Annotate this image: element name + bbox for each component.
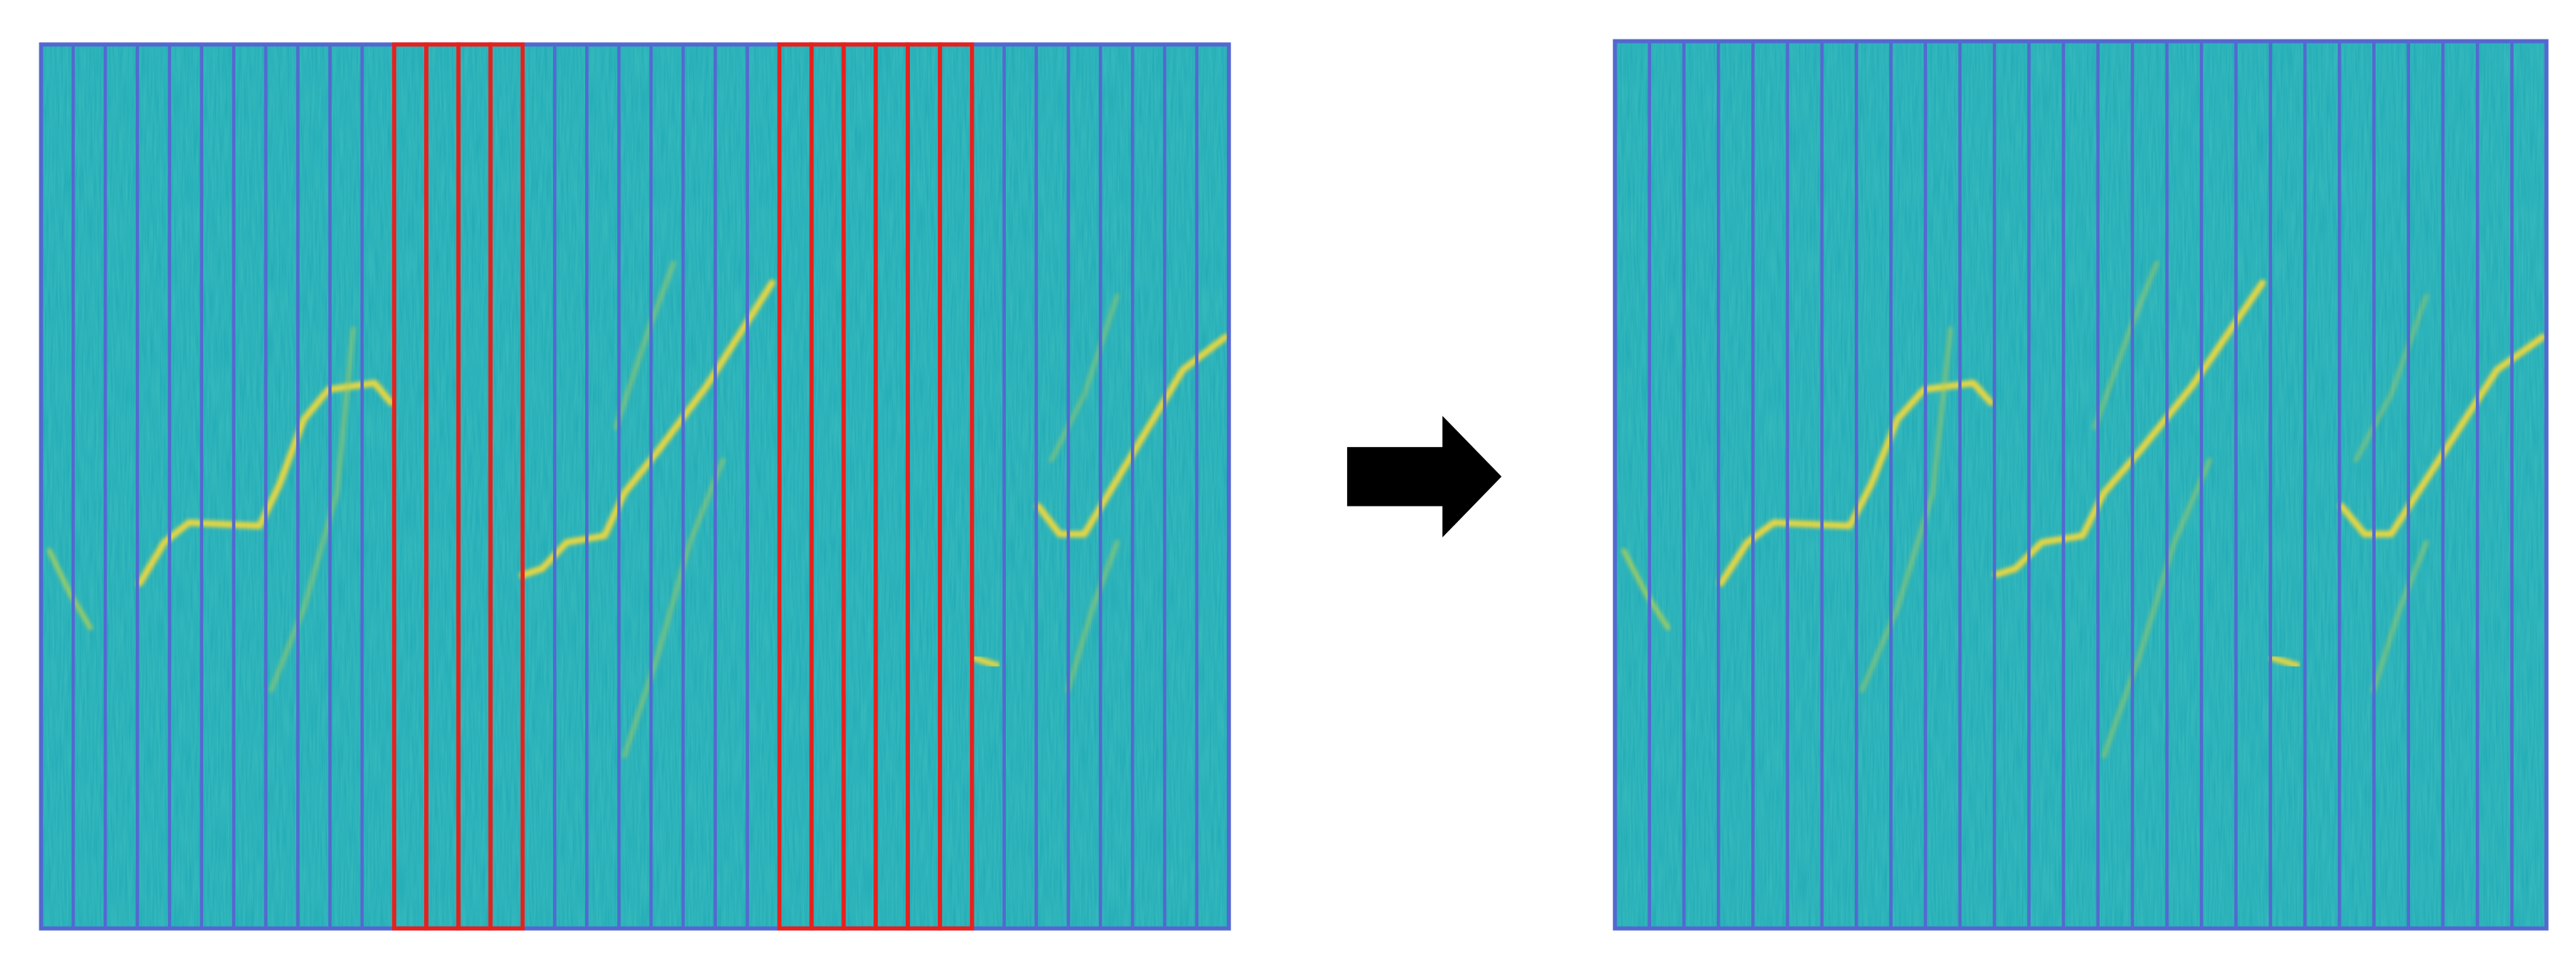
signal-trace: [2101, 457, 2213, 759]
signal-trace: [2092, 260, 2160, 430]
spectrogram-noise: [1615, 41, 2547, 929]
signal-trace: [46, 548, 93, 630]
original-spectrogram: [41, 44, 1229, 929]
signal-trace: [1049, 293, 1120, 463]
panel-border: [39, 42, 1231, 931]
signal-trace: [2371, 539, 2429, 693]
spectrogram-noise: [41, 44, 1229, 929]
panel-border: [1612, 39, 2549, 931]
signal-trace: [622, 457, 725, 759]
signal-trace: [1993, 279, 2266, 578]
signal-trace: [2268, 654, 2301, 669]
signal-trace: [1859, 326, 1953, 693]
arrow: [1347, 416, 1502, 538]
signal-trace: [136, 379, 395, 587]
signal-trace: [969, 654, 1001, 669]
signal-trace: [1718, 379, 1994, 587]
signal-trace: [519, 279, 775, 579]
signal-trace: [1034, 333, 1229, 538]
signal-trace: [613, 260, 677, 430]
signal-trace: [2338, 333, 2547, 538]
removed-column: [488, 42, 525, 931]
signal-trace: [1621, 548, 1671, 630]
signal-trace: [2353, 293, 2429, 463]
signal-trace: [268, 326, 356, 693]
signal-trace: [1065, 539, 1120, 693]
masked-spectrogram: [1615, 41, 2547, 929]
removed-column: [938, 42, 974, 931]
